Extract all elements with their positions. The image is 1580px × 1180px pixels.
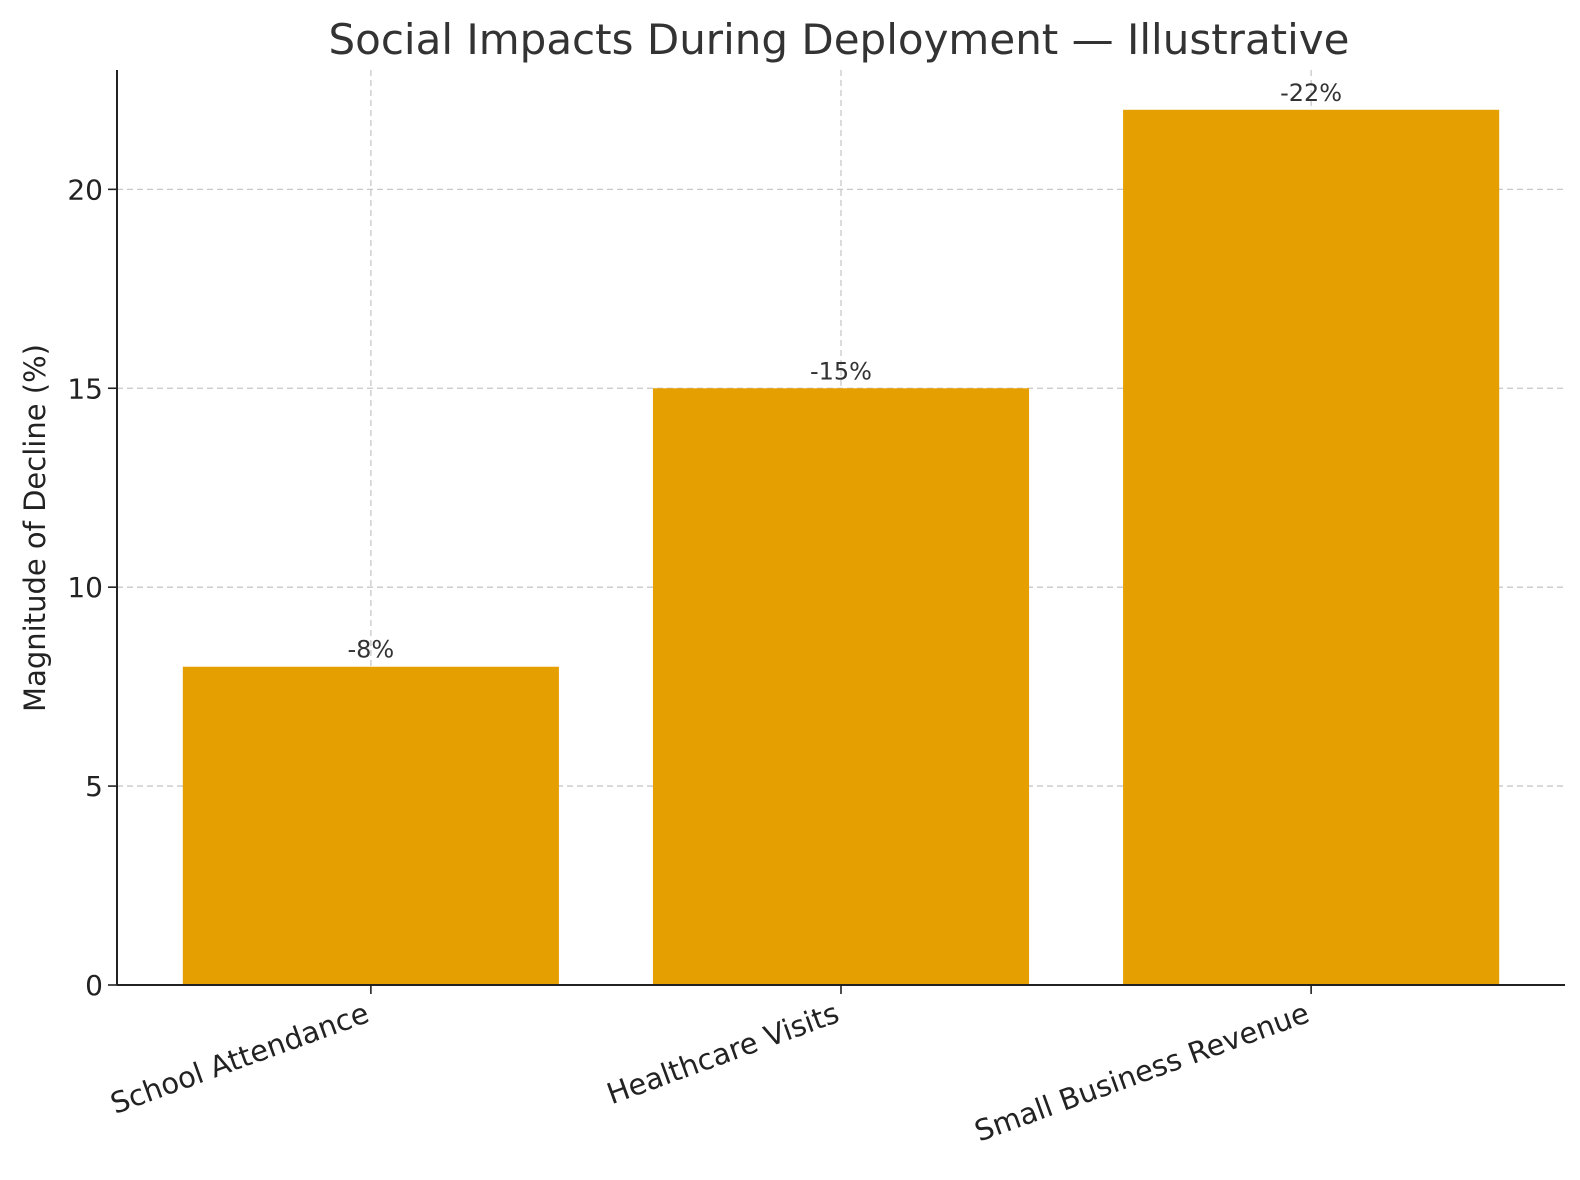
- y-tick-label: 10: [67, 571, 103, 604]
- y-tick-label: 15: [67, 372, 103, 405]
- bar-small-business-revenue: [1123, 109, 1500, 986]
- y-tick-label: 20: [67, 173, 103, 206]
- data-labels: -8% -15% -22%: [348, 79, 1343, 664]
- data-label: -15%: [810, 357, 872, 385]
- bar-healthcare-visits: [652, 388, 1030, 985]
- data-label: -8%: [348, 636, 395, 664]
- x-tick-label: Small Business Revenue: [970, 996, 1313, 1149]
- y-tick-label: 0: [85, 969, 103, 1002]
- y-axis-label: Magnitude of Decline (%): [18, 344, 52, 712]
- x-tick-label: Healthcare Visits: [602, 996, 843, 1111]
- bars: [182, 109, 1500, 986]
- bar-school-attendance: [182, 666, 559, 985]
- x-tick-label: School Attendance: [106, 996, 373, 1121]
- data-label: -22%: [1280, 79, 1342, 107]
- chart-title: Social Impacts During Deployment — Illus…: [328, 15, 1349, 64]
- y-tick-label: 5: [85, 770, 103, 803]
